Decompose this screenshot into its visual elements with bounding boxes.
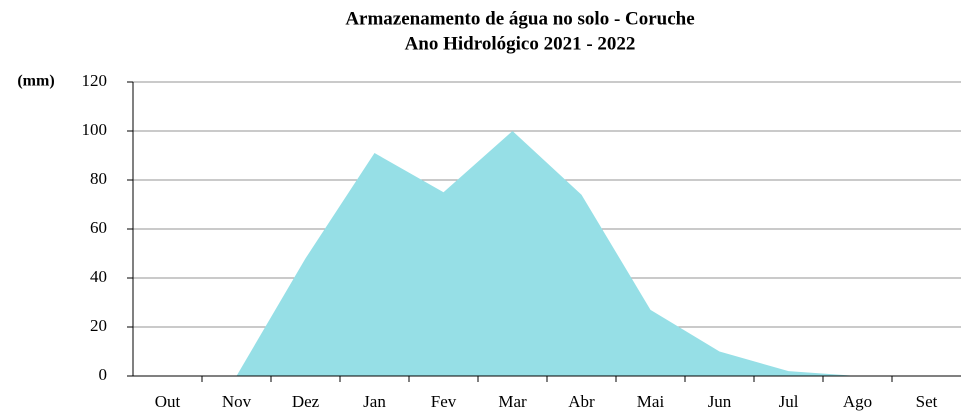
x-tick-label: Jan <box>363 392 386 411</box>
x-tick-label: Jul <box>779 392 799 411</box>
x-tick-label: Mar <box>498 392 527 411</box>
x-tick-label: Mai <box>637 392 665 411</box>
chart-title: Armazenamento de água no solo - Coruche <box>345 8 694 29</box>
y-axis-label: (mm) <box>17 73 54 90</box>
y-tick-label: 120 <box>82 71 108 90</box>
x-tick-label: Set <box>916 392 938 411</box>
x-tick-label: Ago <box>843 392 872 411</box>
y-tick-label: 20 <box>90 316 107 335</box>
chart-subtitle: Ano Hidrológico 2021 - 2022 <box>405 33 636 54</box>
y-tick-label: 0 <box>99 365 108 384</box>
y-tick-label: 100 <box>82 120 108 139</box>
y-tick-label: 80 <box>90 169 107 188</box>
x-tick-label: Dez <box>292 392 320 411</box>
x-tick-label: Nov <box>222 392 252 411</box>
y-tick-label: 40 <box>90 267 107 286</box>
area <box>167 131 927 376</box>
y-tick-label: 60 <box>90 218 107 237</box>
x-tick-label: Fev <box>431 392 457 411</box>
x-tick-label: Out <box>155 392 181 411</box>
x-tick-label: Abr <box>568 392 595 411</box>
x-tick-label: Jun <box>708 392 732 411</box>
